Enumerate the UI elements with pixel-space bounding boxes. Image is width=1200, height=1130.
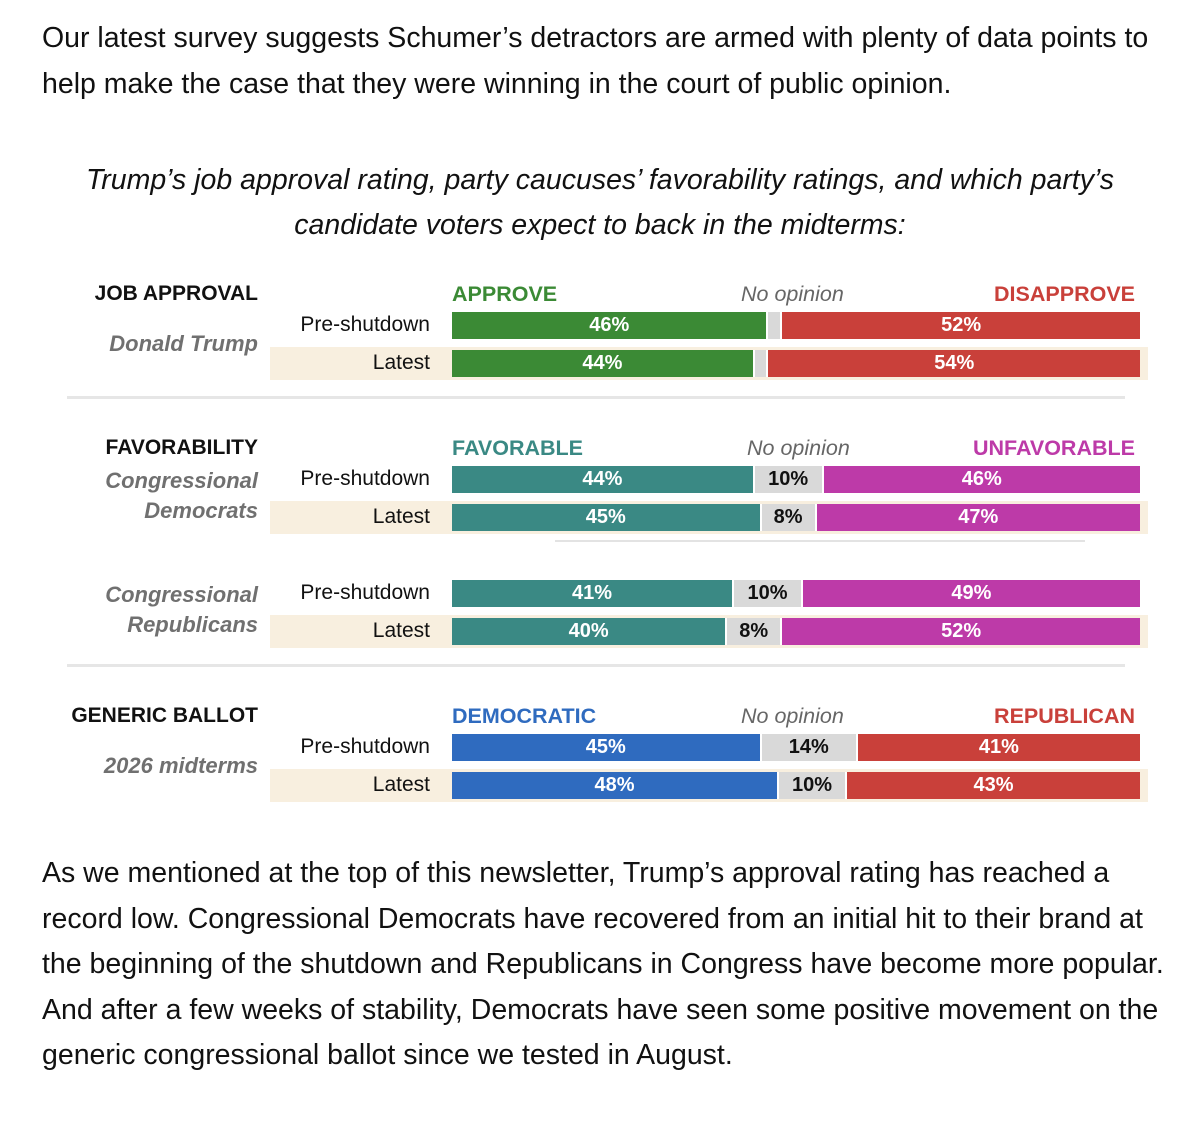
row-label: Latest xyxy=(372,505,430,528)
section-title: JOB APPROVAL xyxy=(94,282,258,305)
section-divider xyxy=(67,664,1125,667)
section-title: FAVORABILITY xyxy=(105,436,258,459)
bar-segment-neutral xyxy=(768,312,783,339)
group-label: Congressional xyxy=(105,582,258,607)
legend-no-opinion: No opinion xyxy=(741,282,844,306)
legend-no-opinion: No opinion xyxy=(741,704,844,728)
bar-segment-negative: 54% xyxy=(768,350,1140,377)
bar-segment-positive: 46% xyxy=(452,312,769,339)
bar-segment-negative: 43% xyxy=(847,772,1140,799)
bar-segment-negative: 41% xyxy=(857,734,1140,761)
row-label: Pre-shutdown xyxy=(300,313,430,336)
group-label: Donald Trump xyxy=(109,331,258,356)
bar-segment-negative: 49% xyxy=(802,580,1140,607)
outro-paragraph: As we mentioned at the top of this newsl… xyxy=(42,857,1164,1071)
bar-segment-positive: 41% xyxy=(452,580,735,607)
row-label: Pre-shutdown xyxy=(300,467,430,490)
bar-segment-neutral: 14% xyxy=(761,734,858,761)
legend-positive: APPROVE xyxy=(452,282,558,306)
group-label: Republicans xyxy=(127,612,258,637)
bar-segment-neutral xyxy=(754,350,769,377)
section-title: GENERIC BALLOT xyxy=(71,704,258,727)
bar-segment-positive: 45% xyxy=(452,734,762,761)
bar-segment-neutral: 10% xyxy=(754,466,824,493)
bar-segment-positive: 45% xyxy=(452,504,762,531)
intro-paragraph: Our latest survey suggests Schumer’s det… xyxy=(42,22,1149,100)
bar-segment-neutral: 8% xyxy=(761,504,817,531)
legend-negative: UNFAVORABLE xyxy=(972,436,1135,460)
bar-segment-neutral: 10% xyxy=(734,580,803,607)
chart-title: Trump’s job approval rating, party caucu… xyxy=(85,164,1115,241)
section-divider xyxy=(67,396,1125,399)
row-label: Pre-shutdown xyxy=(300,581,430,604)
legend-negative: REPUBLICAN xyxy=(994,704,1135,728)
group-label: 2026 midterms xyxy=(103,753,258,778)
bar-segment-negative: 47% xyxy=(816,504,1140,531)
bar-segment-neutral: 10% xyxy=(778,772,848,799)
bar-segment-negative: 52% xyxy=(782,312,1140,339)
legend-negative: DISAPPROVE xyxy=(994,282,1135,306)
row-label: Latest xyxy=(372,351,430,374)
bar-segment-neutral: 8% xyxy=(727,618,783,645)
legend-positive: FAVORABLE xyxy=(452,436,583,460)
row-label: Pre-shutdown xyxy=(300,735,430,758)
row-label: Latest xyxy=(372,619,430,642)
bar-segment-positive: 44% xyxy=(452,466,755,493)
group-label: Democrats xyxy=(144,498,258,523)
group-label: Congressional xyxy=(105,468,258,493)
legend-positive: DEMOCRATIC xyxy=(452,704,597,728)
bar-segment-positive: 40% xyxy=(452,618,728,645)
group-divider xyxy=(555,540,1085,542)
bar-segment-positive: 48% xyxy=(452,772,779,799)
bar-segment-negative: 46% xyxy=(823,466,1140,493)
bar-segment-negative: 52% xyxy=(782,618,1140,645)
bar-segment-positive: 44% xyxy=(452,350,755,377)
legend-no-opinion: No opinion xyxy=(747,436,850,460)
row-label: Latest xyxy=(372,773,430,796)
